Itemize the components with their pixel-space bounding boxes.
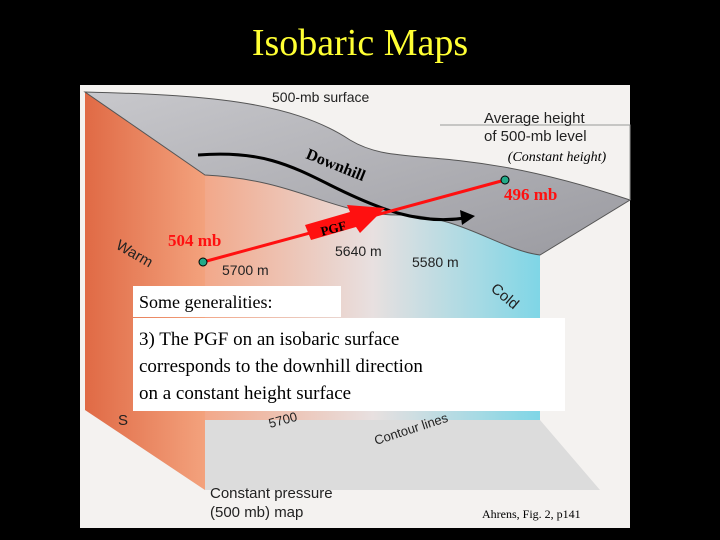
label: (Constant height) — [508, 150, 607, 165]
reference-box — [440, 124, 631, 200]
slide-title: Isobaric Maps — [252, 22, 468, 64]
point — [500, 175, 510, 185]
callout-line: on a constant height surface — [139, 383, 351, 404]
point — [198, 257, 208, 267]
label: Average height — [484, 110, 585, 127]
label: (500 mb) map — [210, 504, 303, 521]
credit: Ahrens, Fig. 2, p141 — [482, 507, 581, 521]
label: 5640 m — [335, 243, 382, 259]
callout-heading: Some generalities: — [139, 292, 272, 312]
label: PGF — [319, 218, 348, 239]
label: 5700 m — [222, 262, 269, 278]
callout-heading-box — [133, 286, 341, 317]
label: 504 mb — [168, 231, 221, 250]
downhill-curve — [197, 152, 466, 222]
callout-line: corresponds to the downhill direction — [139, 356, 423, 377]
label: 496 mb — [504, 185, 557, 204]
arrowhead — [460, 210, 475, 225]
pgf-arrow — [305, 205, 385, 240]
base-plane — [85, 410, 600, 490]
label: S — [118, 412, 128, 429]
callout-box — [133, 318, 565, 411]
label: 5580 m — [412, 254, 459, 270]
top-surface — [83, 91, 632, 256]
label: Constant pressure — [210, 485, 333, 502]
callout-line: 3) The PGF on an isobaric surface — [139, 329, 399, 350]
label: of 500-mb level — [484, 128, 587, 145]
label: 500-mb surface — [272, 89, 369, 105]
label: 5700 — [267, 409, 299, 431]
